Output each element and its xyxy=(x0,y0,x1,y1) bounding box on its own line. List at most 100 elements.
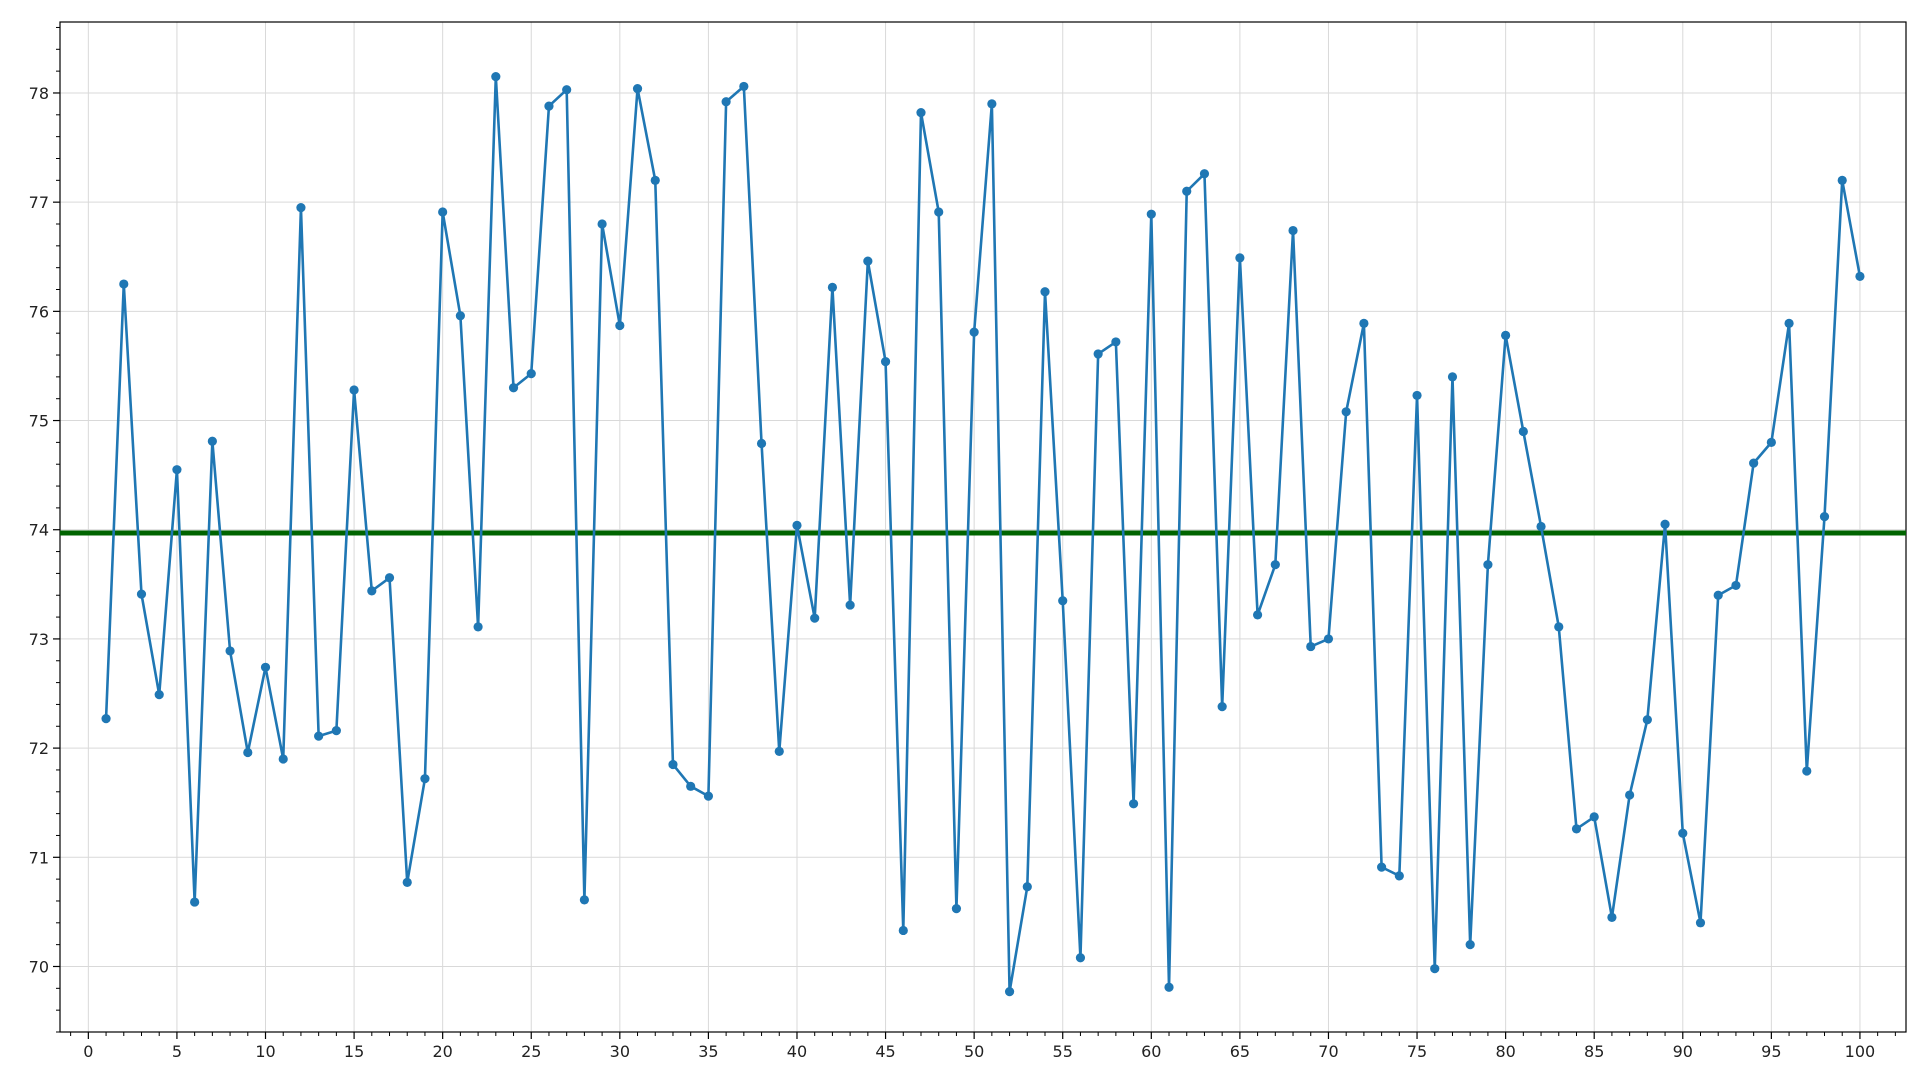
data-point xyxy=(987,99,997,109)
data-point xyxy=(190,897,200,907)
data-point xyxy=(491,71,501,82)
data-point xyxy=(154,690,164,700)
data-point xyxy=(136,589,147,599)
data-point xyxy=(880,356,891,367)
data-point xyxy=(243,747,253,758)
data-point xyxy=(916,108,926,118)
x-tick-label: 70 xyxy=(1318,1042,1338,1061)
data-point xyxy=(1607,912,1617,922)
data-point xyxy=(1784,318,1794,328)
data-point xyxy=(1270,560,1280,570)
data-point xyxy=(1430,964,1440,974)
x-tick-label: 60 xyxy=(1141,1042,1161,1061)
x-tick-label: 5 xyxy=(172,1042,182,1061)
x-tick-label: 30 xyxy=(610,1042,630,1061)
y-tick-label: 78 xyxy=(29,84,49,103)
data-point xyxy=(438,207,448,217)
data-point xyxy=(1678,828,1688,838)
data-point xyxy=(1146,209,1156,219)
x-tick-label: 40 xyxy=(787,1042,807,1061)
y-tick-label: 74 xyxy=(29,521,49,540)
data-point xyxy=(969,327,979,337)
y-tick-label: 73 xyxy=(29,630,49,649)
data-point xyxy=(101,714,111,724)
x-tick-label: 20 xyxy=(432,1042,452,1061)
data-point xyxy=(827,282,838,292)
data-point xyxy=(863,256,873,266)
data-point xyxy=(721,97,731,107)
data-point xyxy=(615,320,625,331)
data-point xyxy=(1075,953,1086,963)
data-point xyxy=(508,383,519,393)
data-point xyxy=(756,438,767,449)
data-point xyxy=(1766,437,1776,447)
data-point xyxy=(1394,871,1404,881)
data-point xyxy=(1252,610,1263,620)
data-point xyxy=(331,726,341,736)
data-point xyxy=(1819,512,1830,522)
x-tick-label: 85 xyxy=(1584,1042,1604,1061)
grid xyxy=(60,22,1906,1032)
data-point xyxy=(1731,580,1741,591)
x-axis: 0 5 10 15 20 25 30 35 40 45 50 55 60 65 70 75 80 85 90 95 10… xyxy=(83,1032,1875,1061)
data-point xyxy=(473,622,483,632)
data-point xyxy=(349,385,359,395)
data-point xyxy=(1377,862,1387,872)
data-point xyxy=(384,573,395,583)
data-point xyxy=(1802,766,1812,776)
x-tick-label: 25 xyxy=(521,1042,541,1061)
x-tick-label: 0 xyxy=(83,1042,93,1061)
data-point xyxy=(792,520,802,530)
data-point xyxy=(1536,521,1546,532)
data-point xyxy=(1128,799,1139,809)
data-point xyxy=(1465,940,1475,950)
data-point xyxy=(1111,337,1121,347)
data-point xyxy=(597,219,607,229)
data-point xyxy=(1501,330,1511,340)
data-point xyxy=(1341,407,1351,417)
data-point xyxy=(1695,918,1706,928)
data-point xyxy=(1306,641,1316,652)
y-tick-label: 76 xyxy=(29,302,49,321)
data-point xyxy=(402,877,412,888)
data-point xyxy=(119,279,129,289)
y-axis: 70 71 72 73 74 75 76 77 78 xyxy=(29,84,60,976)
x-tick-label: 50 xyxy=(964,1042,984,1061)
minor-ticks xyxy=(56,26,1896,1036)
data-point xyxy=(1625,790,1635,800)
data-point xyxy=(1554,622,1564,632)
data-point xyxy=(544,101,554,111)
data-point xyxy=(562,85,572,95)
data-point xyxy=(1571,824,1582,834)
series-markers xyxy=(101,71,1865,997)
data-point xyxy=(810,613,820,623)
data-point xyxy=(1182,186,1192,196)
y-tick-label: 77 xyxy=(29,193,49,212)
data-point xyxy=(1447,372,1458,382)
plot-frame xyxy=(59,21,1907,1033)
x-tick-label: 75 xyxy=(1407,1042,1427,1061)
data-point xyxy=(1518,426,1528,437)
data-point xyxy=(420,774,430,784)
data-point xyxy=(455,311,465,321)
data-point xyxy=(1040,287,1050,297)
x-tick-label: 55 xyxy=(1053,1042,1073,1061)
data-point xyxy=(1093,349,1103,359)
data-point xyxy=(1288,225,1298,236)
data-point xyxy=(898,925,908,936)
data-point xyxy=(579,895,589,905)
data-point xyxy=(1412,390,1422,401)
data-point xyxy=(314,731,324,741)
data-point xyxy=(632,84,643,94)
data-point xyxy=(1483,560,1493,570)
data-point xyxy=(845,600,855,610)
data-point xyxy=(1359,318,1369,328)
x-tick-label: 10 xyxy=(255,1042,275,1061)
data-point xyxy=(1022,882,1032,892)
data-point xyxy=(1004,987,1015,997)
data-point xyxy=(260,662,271,672)
data-point xyxy=(1217,702,1227,712)
x-tick-label: 45 xyxy=(875,1042,895,1061)
data-point xyxy=(650,175,660,185)
